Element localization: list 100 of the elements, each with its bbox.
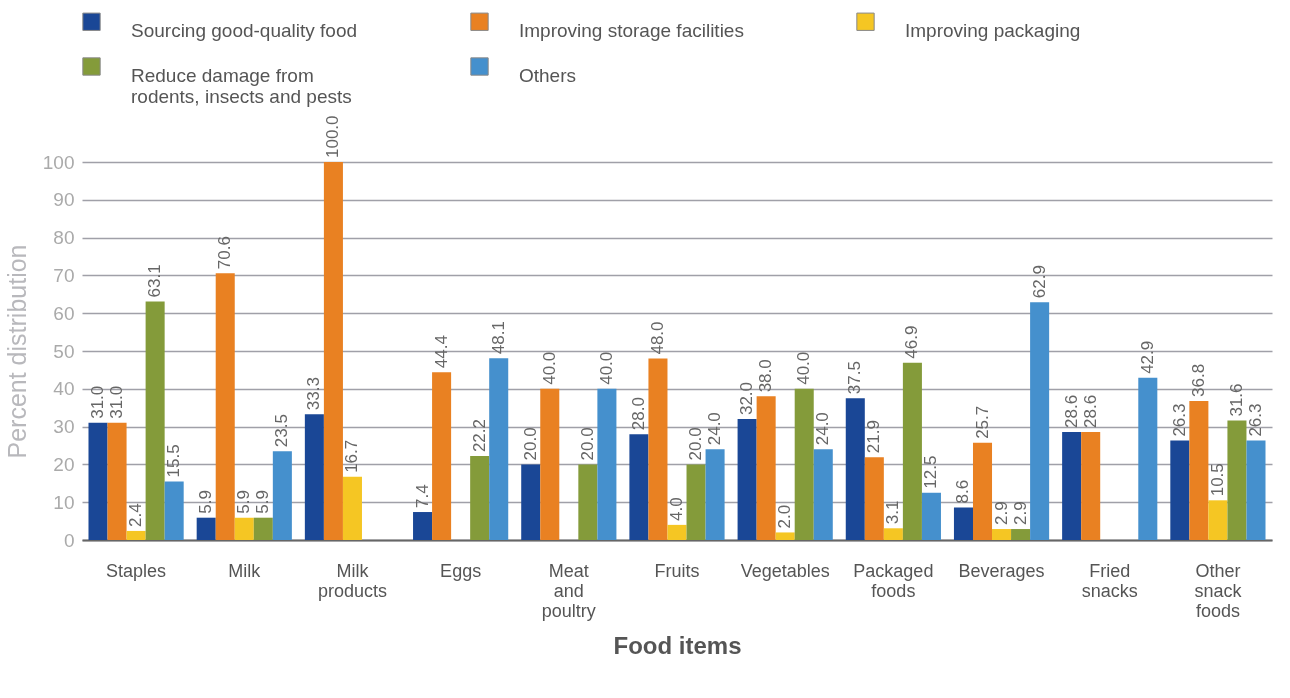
data-label: 2.4: [126, 503, 146, 527]
data-label: 20.0: [520, 427, 540, 461]
data-label: 16.7: [342, 439, 362, 473]
data-label: 32.0: [737, 381, 757, 416]
bar: [902, 362, 922, 540]
bar: [1138, 377, 1158, 540]
y-tick-label: 70: [53, 264, 75, 286]
bar: [883, 528, 903, 540]
y-tick-label: 0: [63, 529, 75, 551]
bar: [845, 398, 865, 540]
data-label: 5.9: [234, 490, 254, 514]
y-tick-label: 100: [42, 151, 75, 173]
y-axis-title: Percent distribution: [2, 244, 31, 459]
y-tick-label: 30: [53, 416, 75, 438]
data-label: 31.0: [88, 385, 108, 419]
data-label: 22.2: [469, 418, 489, 453]
y-tick-label: 50: [53, 340, 75, 362]
bar: [1081, 431, 1101, 540]
bar: [215, 273, 235, 540]
data-label: 12.5: [921, 455, 941, 489]
bar: [775, 532, 795, 540]
x-tick-label: Vegetables: [740, 560, 830, 581]
legend-label: Sourcing good-quality food: [131, 19, 358, 41]
data-label: 37.5: [845, 361, 865, 395]
data-label: 40.0: [539, 351, 559, 385]
bar: [992, 529, 1012, 540]
data-label: 3.1: [883, 500, 903, 525]
bar: [107, 422, 127, 540]
data-label: 24.0: [813, 412, 833, 446]
data-label: 100.0: [323, 115, 343, 158]
bar: [813, 449, 833, 540]
x-tick-label: Other snack foods: [1194, 560, 1243, 621]
bar: [1246, 440, 1266, 540]
bar: [1170, 440, 1190, 540]
data-label: 5.9: [196, 490, 216, 514]
bar: [489, 358, 509, 540]
data-label: 28.6: [1080, 394, 1100, 428]
bar: [253, 517, 273, 540]
bar: [597, 388, 617, 540]
y-tick-label: 60: [53, 302, 75, 324]
data-label: 2.0: [775, 504, 795, 529]
data-label: 25.7: [972, 405, 992, 439]
x-axis-title: Food items: [613, 631, 742, 659]
bar: [1208, 500, 1228, 540]
bar: [648, 358, 668, 540]
bar: [432, 372, 452, 540]
x-tick-label: Milk: [228, 560, 262, 581]
data-label: 42.9: [1137, 340, 1157, 374]
legend-label: Improving packaging: [905, 19, 1081, 41]
bar: [667, 524, 687, 540]
data-label: 15.5: [164, 444, 184, 478]
data-label: 62.9: [1029, 265, 1049, 299]
x-tick-label: Fried snacks: [1081, 560, 1138, 601]
bar: [953, 507, 973, 540]
data-label: 40.0: [794, 351, 814, 385]
data-label: 40.0: [596, 351, 616, 385]
data-label: 26.3: [1245, 403, 1265, 437]
y-tick-label: 80: [53, 227, 75, 249]
data-label: 48.1: [488, 321, 508, 355]
data-label: 44.4: [431, 335, 451, 369]
data-label: 63.1: [145, 264, 165, 298]
data-label: 4.0: [667, 497, 686, 521]
bar: [413, 512, 433, 540]
bar: [126, 530, 146, 540]
bar: [756, 396, 776, 540]
data-label: 2.9: [991, 501, 1011, 526]
x-tick-label: Staples: [106, 560, 167, 581]
x-tick-label: Eggs: [440, 560, 482, 581]
bar: [540, 388, 560, 540]
data-label: 48.0: [647, 321, 667, 355]
bar: [921, 492, 941, 540]
bar: [629, 434, 649, 540]
data-label: 38.0: [756, 359, 776, 393]
bar: [972, 442, 993, 540]
data-label: 28.0: [628, 397, 648, 431]
legend-label: Reduce damage from rodents, insects and pests: [131, 64, 352, 107]
bar: [164, 481, 184, 540]
data-label: 46.9: [902, 325, 922, 359]
data-label: 33.3: [304, 377, 324, 411]
x-tick-label: Meat and poultry: [541, 560, 596, 621]
data-label: 21.9: [864, 420, 884, 454]
bar: [794, 388, 814, 540]
data-label: 26.3: [1169, 403, 1189, 437]
y-tick-label: 10: [53, 491, 75, 513]
data-label: 36.8: [1188, 363, 1208, 397]
bar: [272, 451, 292, 540]
data-label: 2.9: [1010, 501, 1030, 526]
data-label: 24.0: [705, 412, 725, 446]
legend-label: Others: [519, 64, 577, 86]
data-label: 20.0: [686, 427, 706, 461]
bar: [196, 517, 216, 540]
bar: [323, 162, 343, 540]
data-label: 20.0: [577, 427, 597, 461]
bar: [737, 419, 757, 540]
bar: [342, 476, 362, 540]
bar: [88, 422, 108, 540]
data-label: 10.5: [1207, 463, 1227, 497]
data-label: 8.6: [953, 479, 973, 504]
x-tick-label: Fruits: [654, 560, 700, 581]
data-label: 5.9: [253, 490, 273, 514]
